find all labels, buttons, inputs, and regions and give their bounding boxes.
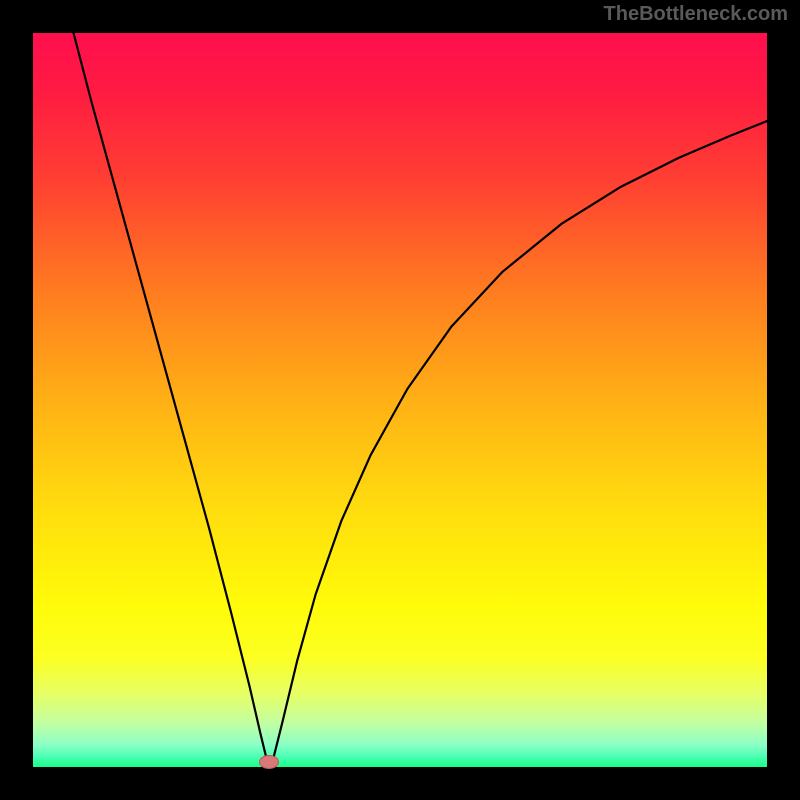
- curve-path: [70, 33, 767, 767]
- bottleneck-curve: [33, 33, 767, 767]
- chart-canvas: TheBottleneck.com: [0, 0, 800, 800]
- watermark-text: TheBottleneck.com: [604, 3, 788, 26]
- minimum-marker: [259, 755, 279, 769]
- plot-area: [33, 33, 767, 767]
